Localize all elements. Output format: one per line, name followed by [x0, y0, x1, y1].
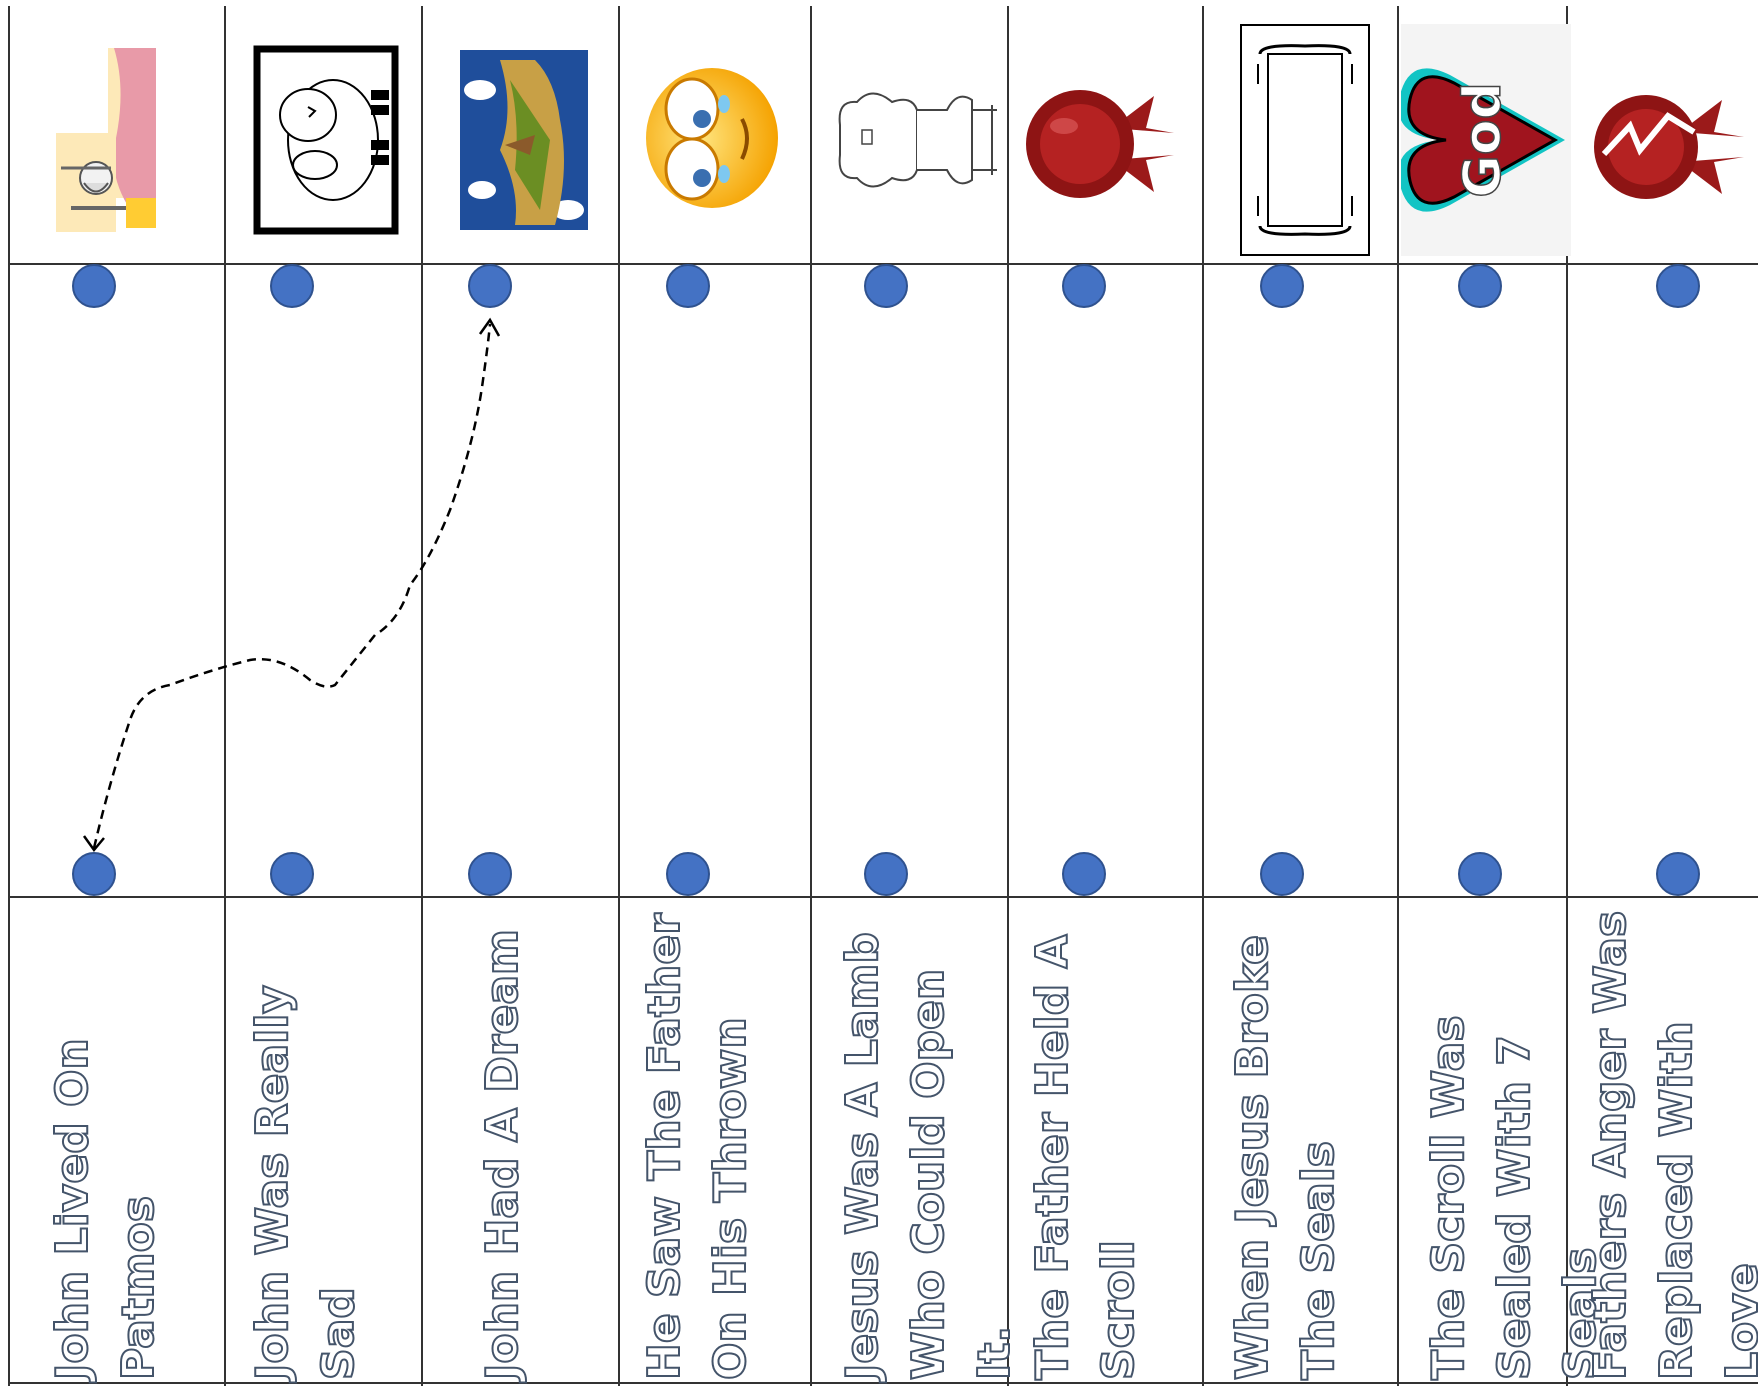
svg-text:God: God — [1453, 82, 1513, 198]
bottom-dot-john-was-really-sad[interactable] — [270, 852, 314, 896]
statement-label: John Had A Dream — [476, 928, 529, 1381]
statement-label: John Lived On Patmos — [46, 1037, 165, 1381]
grid-line — [810, 6, 812, 1386]
grid-line — [1007, 6, 1009, 1386]
top-dot-jesus-was-a-lamb[interactable] — [864, 264, 908, 308]
bottom-dot-john-had-a-dream[interactable] — [468, 852, 512, 896]
grid-line — [8, 896, 1758, 898]
bottom-dot-scroll-sealed-with-7-seals[interactable] — [1458, 852, 1502, 896]
top-dot-fathers-anger-replaced[interactable] — [1656, 264, 1700, 308]
top-dot-jesus-broke-the-seals[interactable] — [1260, 264, 1304, 308]
top-dot-john-was-really-sad[interactable] — [270, 264, 314, 308]
bottom-dot-john-lived-on-patmos[interactable] — [72, 852, 116, 896]
scroll-icon — [1240, 24, 1370, 256]
grid-line — [8, 1382, 1758, 1384]
statement-label: When Jesus Broke The Seals — [1226, 934, 1345, 1381]
grid-line — [1202, 6, 1204, 1386]
grid-line — [1566, 6, 1568, 1386]
bottom-dot-fathers-anger-replaced[interactable] — [1656, 852, 1700, 896]
crying-face-icon — [642, 64, 782, 212]
island-picture-icon — [460, 50, 588, 230]
bottom-dot-he-saw-the-father[interactable] — [666, 852, 710, 896]
god-heart-icon: God — [1401, 24, 1571, 256]
statement-label: John Was Really Sad — [246, 984, 365, 1381]
grid-line — [8, 6, 10, 1386]
statement-label: The Father Held A Scroll — [1026, 934, 1145, 1382]
top-dot-scroll-sealed-with-7-seals[interactable] — [1458, 264, 1502, 308]
statement-label: He Saw The Father On His Thrown — [638, 912, 757, 1381]
grid-line — [421, 6, 423, 1386]
statement-label: Jesus Was A Lamb Who Could Open It. — [836, 931, 1021, 1381]
top-dot-john-lived-on-patmos[interactable] — [72, 264, 116, 308]
bottom-dot-jesus-was-a-lamb[interactable] — [864, 852, 908, 896]
statement-label: Fathers Anger Was Replaced With Love — [1584, 910, 1758, 1381]
top-dot-father-held-a-scroll[interactable] — [1062, 264, 1106, 308]
grid-line — [1397, 6, 1399, 1386]
throne-icon — [832, 80, 1002, 200]
bottom-dot-father-held-a-scroll[interactable] — [1062, 852, 1106, 896]
grid-line — [224, 6, 226, 1386]
top-dot-john-had-a-dream[interactable] — [468, 264, 512, 308]
sad-lamb-picture-icon — [253, 45, 399, 235]
broken-seal-icon — [1590, 92, 1746, 202]
wax-seal-icon — [1024, 88, 1176, 200]
top-dot-he-saw-the-father[interactable] — [666, 264, 710, 308]
grid-line — [618, 6, 620, 1386]
john-on-patmos-picture-icon — [56, 48, 156, 232]
bottom-dot-jesus-broke-the-seals[interactable] — [1260, 852, 1304, 896]
